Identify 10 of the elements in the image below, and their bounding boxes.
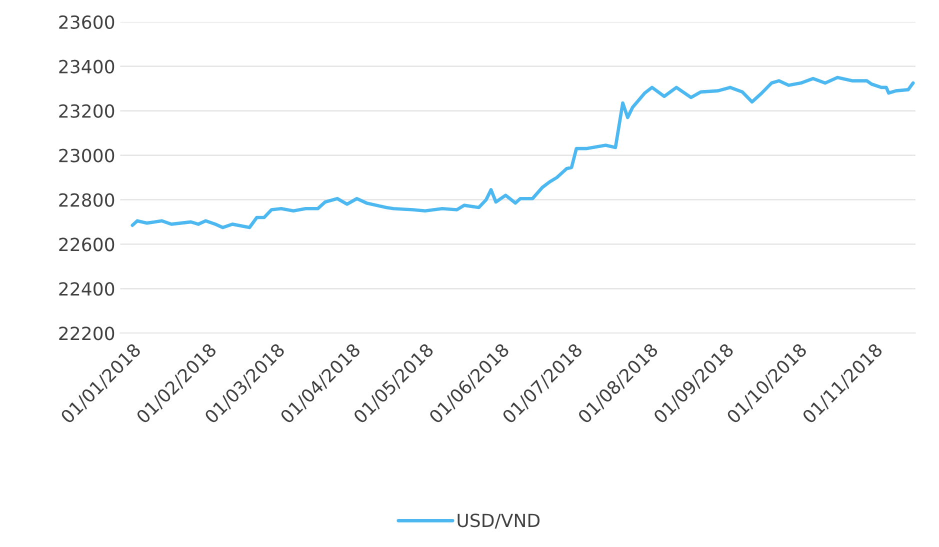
y-tick-label: 22800 [59,193,114,207]
y-tick-label: 22200 [59,326,114,340]
y-tick-label: 23200 [59,104,114,118]
line-series [130,76,915,230]
y-tick-label: 22600 [59,238,114,252]
y-tick-label: 23000 [59,148,114,162]
y-tick-label: 23400 [59,60,114,74]
y-tick-label: 23600 [59,15,114,29]
legend-label: USD/VND [458,514,540,529]
y-tick-label: 22400 [59,282,114,296]
